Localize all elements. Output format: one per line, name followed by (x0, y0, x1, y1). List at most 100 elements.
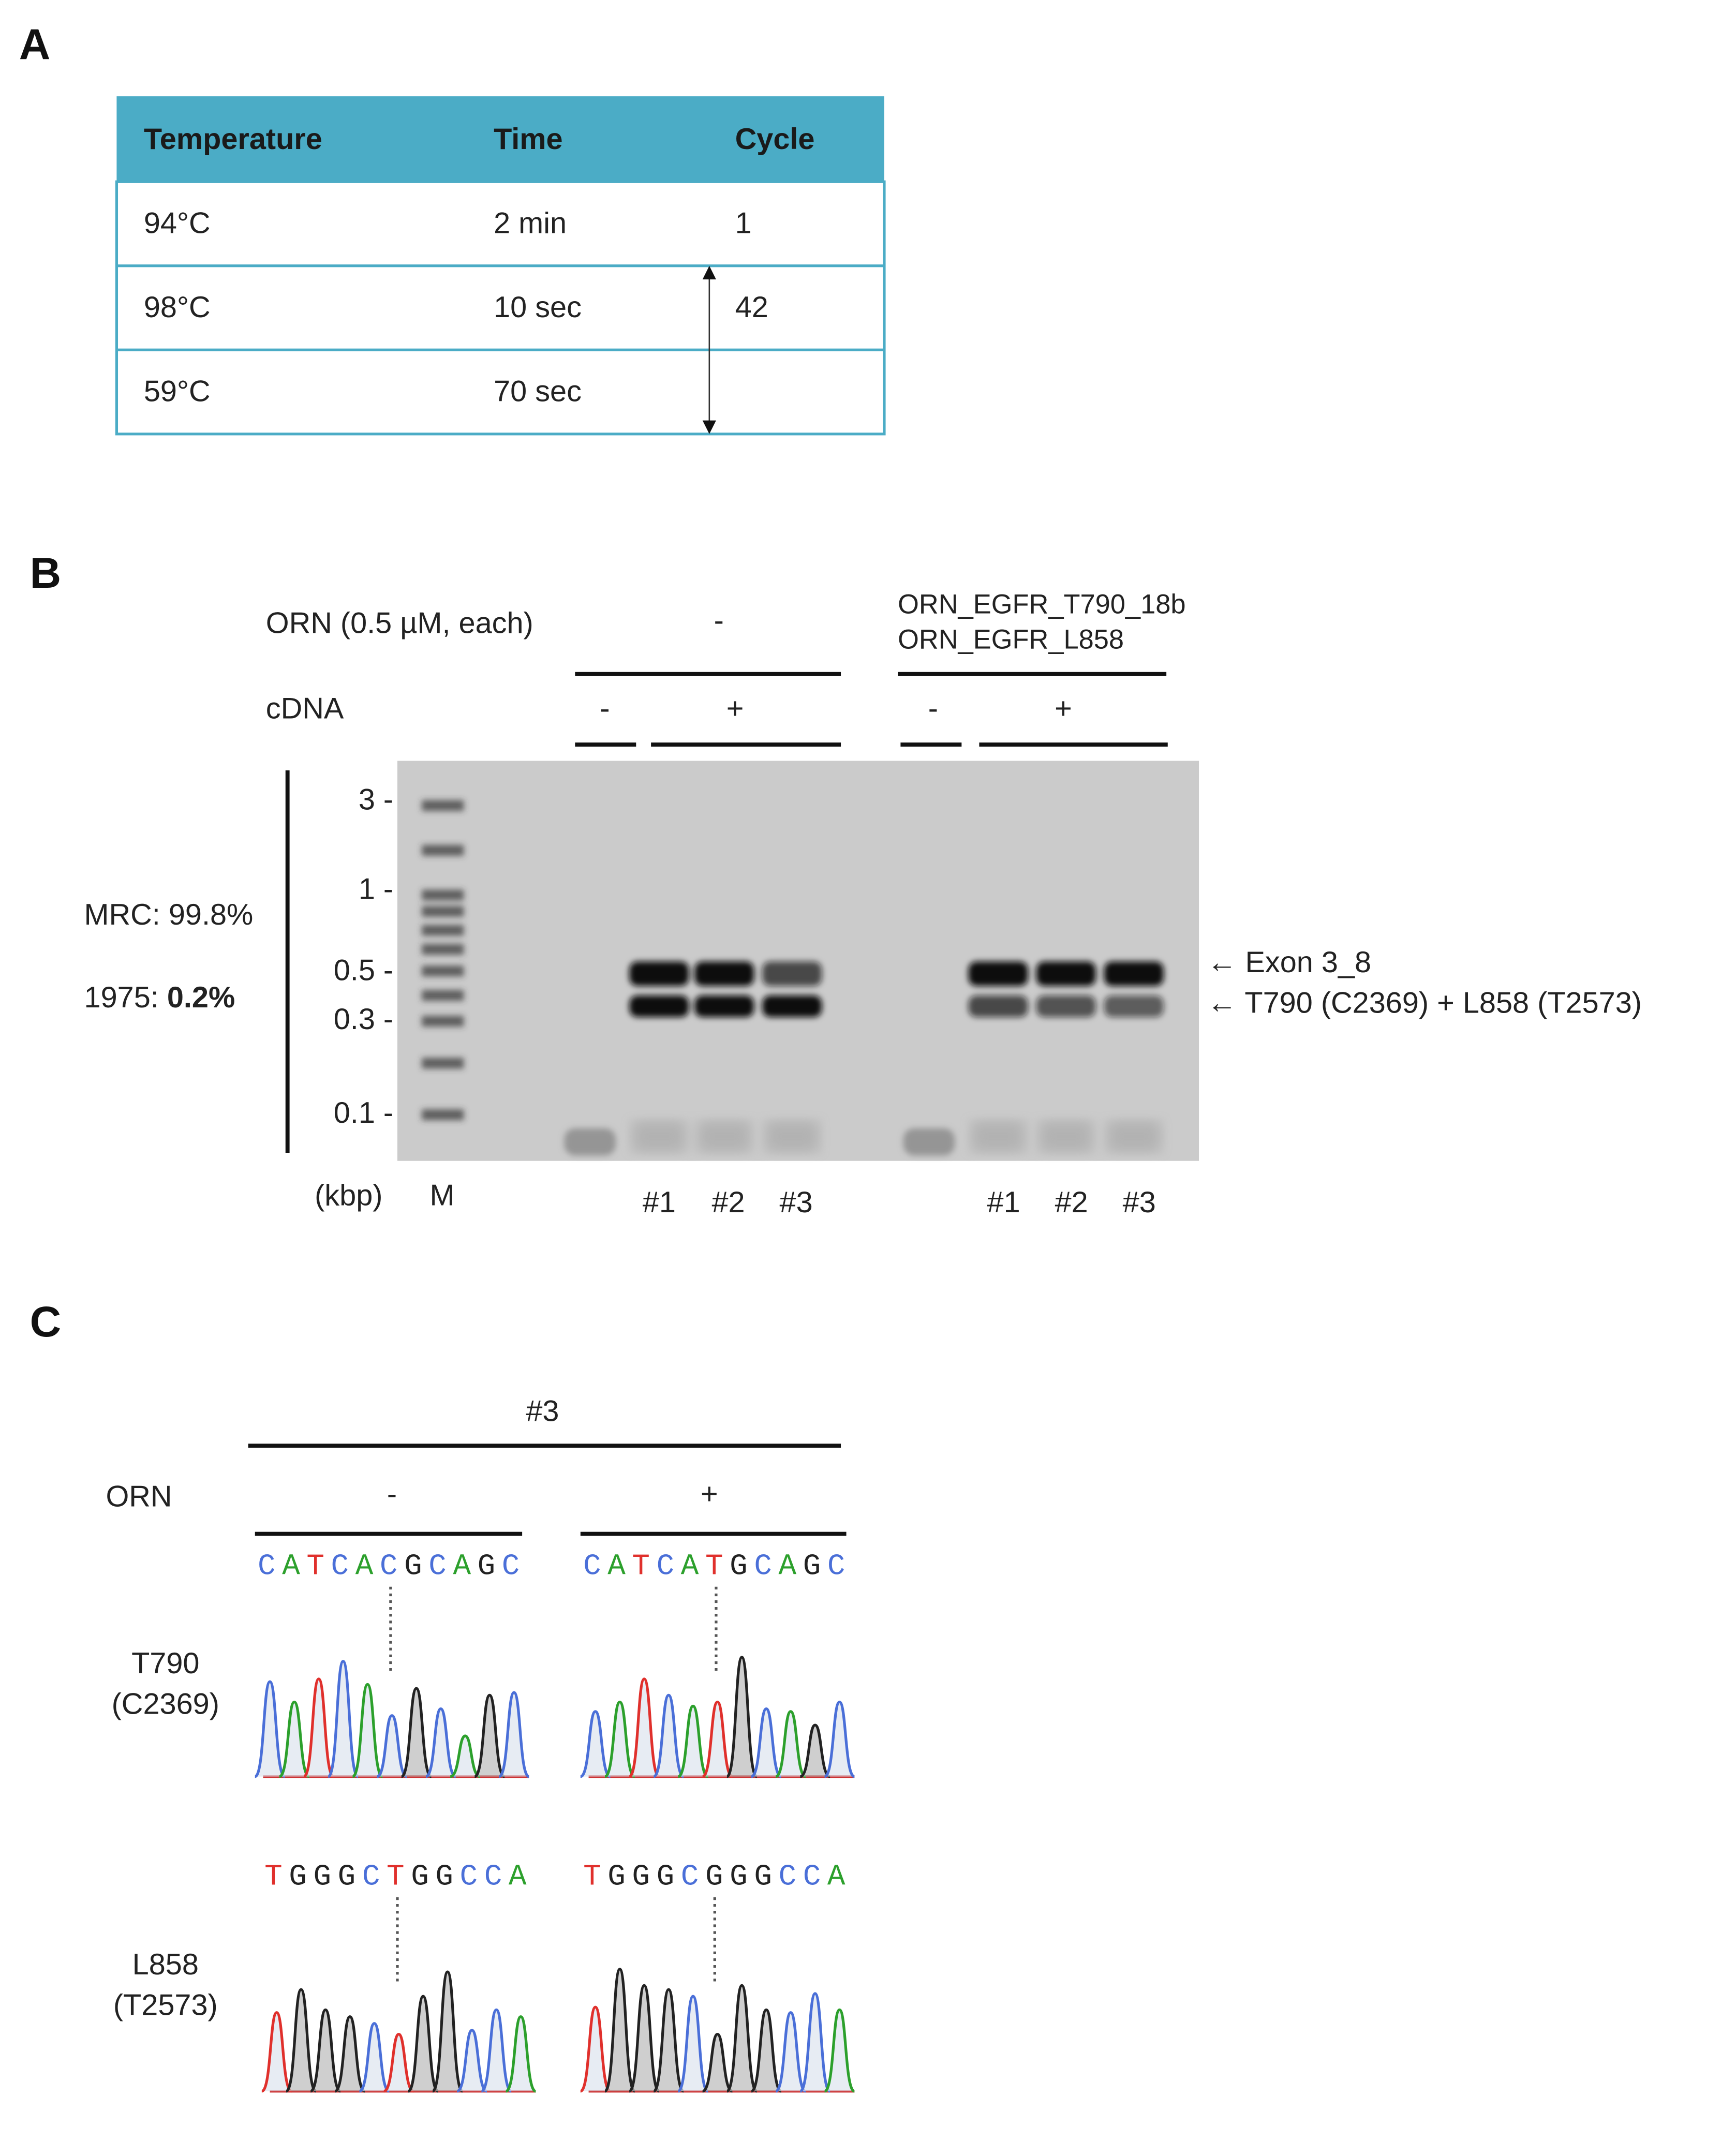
smear (971, 1120, 1026, 1153)
band (694, 961, 754, 986)
base: G (289, 1861, 307, 1894)
trace-peak (334, 2015, 366, 2093)
trace-peak (309, 2008, 342, 2093)
base: G (730, 1550, 748, 1584)
base: C (827, 1550, 845, 1584)
ladder-band (422, 800, 464, 811)
trace-peak (603, 1968, 636, 2093)
table-header-bg (116, 96, 884, 182)
trace-peak (750, 2008, 782, 2093)
trace-peak (456, 2029, 488, 2093)
base: A (453, 1550, 471, 1584)
trace-peak (285, 1988, 317, 2093)
base: G (754, 1861, 772, 1894)
base: A (681, 1550, 699, 1584)
base: C (362, 1861, 380, 1894)
band (1104, 995, 1164, 1017)
base: G (803, 1550, 821, 1584)
row-name: T790 (131, 1647, 199, 1680)
base: G (411, 1861, 429, 1894)
base: G (607, 1861, 626, 1894)
base: C (460, 1861, 478, 1894)
table-cell: 10 sec (494, 291, 582, 324)
trace-peak (474, 1693, 506, 1778)
trace-peak (278, 1700, 310, 1778)
ladder-band (422, 1058, 464, 1069)
cdna-state: + (726, 692, 744, 725)
orn-name: ORN_EGFR_T790_18b (898, 590, 1185, 620)
smear (697, 1120, 752, 1153)
cell-ratio: 1975: 0.2% (84, 981, 235, 1014)
marker-size: 0.1 - (334, 1096, 393, 1129)
table-cell: 70 sec (494, 375, 582, 408)
base: G (435, 1861, 453, 1894)
table-cell: 98°C (144, 291, 211, 324)
table-cell: 42 (735, 291, 768, 324)
row-name: (C2369) (112, 1688, 219, 1721)
band (1036, 995, 1096, 1017)
trace-peak (376, 1714, 408, 1778)
marker-size: 0.3 - (334, 1003, 393, 1036)
base: G (730, 1861, 748, 1894)
smear (1038, 1120, 1093, 1153)
base: T (387, 1861, 405, 1894)
trace-peak (628, 1677, 660, 1778)
marker-size: 0.5 - (334, 954, 393, 987)
lane-label: #2 (711, 1186, 745, 1219)
base: C (380, 1550, 398, 1584)
base: A (509, 1861, 527, 1894)
trace-peak (450, 1734, 481, 1778)
base: C (681, 1861, 699, 1894)
band (694, 995, 754, 1017)
base: G (338, 1861, 356, 1894)
trace-peak (726, 1984, 758, 2093)
trace-peak (677, 1704, 709, 1778)
trace-peak (407, 1995, 439, 2093)
trace-peak (628, 1984, 660, 2093)
ladder-band (422, 1109, 464, 1121)
lane-label: #3 (780, 1186, 813, 1219)
ladder-band (422, 944, 464, 955)
table-header: Time (494, 123, 563, 156)
trace-peak (580, 1710, 611, 1778)
orn-name: ORN_EGFR_L858 (898, 625, 1124, 655)
lane-label: M (429, 1179, 454, 1212)
lane-label: #2 (1055, 1186, 1088, 1219)
ladder-band (422, 1016, 464, 1027)
cdna-state: - (928, 692, 938, 725)
trace-peak (505, 2015, 537, 2093)
trace-peak (824, 1700, 855, 1778)
primer-dimer (903, 1128, 955, 1156)
trace-peak (400, 1687, 432, 1778)
base: C (502, 1550, 520, 1584)
base: T (632, 1550, 650, 1584)
band (629, 961, 689, 986)
trace-peak (431, 1970, 464, 2093)
base: G (657, 1861, 675, 1894)
base: T (264, 1861, 283, 1894)
trace-peak (824, 2008, 855, 2093)
marker-size: 1 - (359, 872, 393, 905)
panel-label: C (30, 1297, 62, 1346)
trace-peak (425, 1707, 456, 1778)
trace-peak (254, 1680, 286, 1778)
trace-peak (498, 1691, 530, 1778)
trace-peak (677, 1995, 709, 2093)
base: C (657, 1550, 675, 1584)
base: G (404, 1550, 422, 1584)
band-label: ← Exon 3_8 (1207, 946, 1371, 979)
cdna-state: - (600, 692, 610, 725)
band-label: ← T790 (C2369) + L858 (T2573) (1207, 987, 1642, 1020)
base: A (827, 1861, 845, 1894)
panel-label: B (30, 548, 62, 597)
cdna-label: cDNA (266, 692, 344, 725)
base: C (484, 1861, 502, 1894)
row-name: L858 (132, 1948, 199, 1981)
mrc-ratio: MRC: 99.8% (84, 898, 254, 931)
panel-label: A (19, 20, 51, 68)
